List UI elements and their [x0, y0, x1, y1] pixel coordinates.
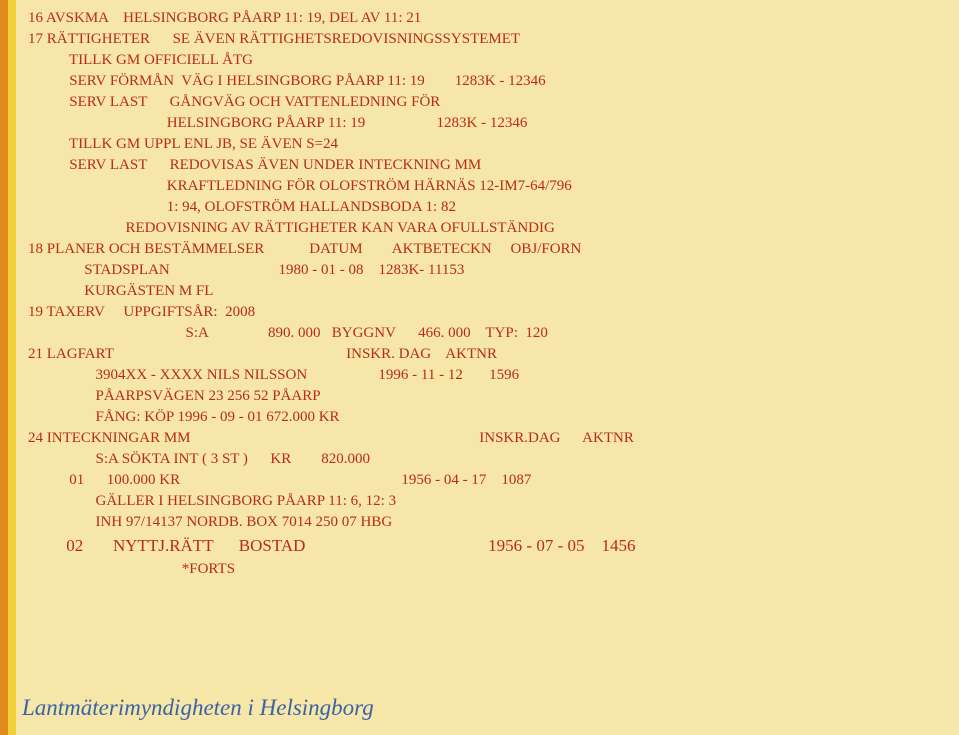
- line-24-inteckningar: 24 INTECKNINGAR MM INSKR.DAG AKTNR: [28, 428, 938, 449]
- line-sa-sokta: S:A SÖKTA INT ( 3 ST ) KR 820.000: [28, 449, 938, 470]
- document-body: 16 AVSKMA HELSINGBORG PÅARP 11: 19, DEL …: [28, 8, 938, 580]
- line-tillk-uppl: TILLK GM UPPL ENL JB, SE ÄVEN S=24: [28, 134, 938, 155]
- footer-agency: Lantmäterimyndigheten i Helsingborg: [22, 695, 374, 721]
- line-serv-last-gangvag: SERV LAST GÅNGVÄG OCH VATTENLEDNING FÖR: [28, 92, 938, 113]
- line-18-planer: 18 PLANER OCH BESTÄMMELSER DATUM AKTBETE…: [28, 239, 938, 260]
- stripe-yellow: [8, 0, 16, 735]
- line-stadsplan: STADSPLAN 1980 - 01 - 08 1283K- 11153: [28, 260, 938, 281]
- line-kurgasten: KURGÄSTEN M FL: [28, 281, 938, 302]
- line-21-lagfart: 21 LAGFART INSKR. DAG AKTNR: [28, 344, 938, 365]
- line-galler: GÄLLER I HELSINGBORG PÅARP 11: 6, 12: 3: [28, 491, 938, 512]
- line-helsingborg-paarp: HELSINGBORG PÅARP 11: 19 1283K - 12346: [28, 113, 938, 134]
- line-sa-byggnv: S:A 890. 000 BYGGNV 466. 000 TYP: 120: [28, 323, 938, 344]
- line-redovisning: REDOVISNING AV RÄTTIGHETER KAN VARA OFUL…: [28, 218, 938, 239]
- line-serv-forman: SERV FÖRMÅN VÄG I HELSINGBORG PÅARP 11: …: [28, 71, 938, 92]
- line-17-rattigheter: 17 RÄTTIGHETER SE ÄVEN RÄTTIGHETSREDOVIS…: [28, 29, 938, 50]
- line-kraftledning: KRAFTLEDNING FÖR OLOFSTRÖM HÄRNÄS 12-IM7…: [28, 176, 938, 197]
- line-forts: *FORTS: [28, 559, 938, 580]
- line-olofstrom: 1: 94, OLOFSTRÖM HALLANDSBODA 1: 82: [28, 197, 938, 218]
- line-01-100000: 01 100.000 KR 1956 - 04 - 17 1087: [28, 470, 938, 491]
- line-02-nyttj: 02 NYTTJ.RÄTT BOSTAD 1956 - 07 - 05 1456: [28, 533, 938, 559]
- line-paarpsvagen: PÅARPSVÄGEN 23 256 52 PÅARP: [28, 386, 938, 407]
- line-serv-last-redovisas: SERV LAST REDOVISAS ÄVEN UNDER INTECKNIN…: [28, 155, 938, 176]
- line-fang-kop: FÅNG: KÖP 1996 - 09 - 01 672.000 KR: [28, 407, 938, 428]
- line-nils-nilsson: 3904XX - XXXX NILS NILSSON 1996 - 11 - 1…: [28, 365, 938, 386]
- line-19-taxerv: 19 TAXERV UPPGIFTSÅR: 2008: [28, 302, 938, 323]
- line-16-avskma: 16 AVSKMA HELSINGBORG PÅARP 11: 19, DEL …: [28, 8, 938, 29]
- stripe-orange: [0, 0, 8, 735]
- line-inh: INH 97/14137 NORDB. BOX 7014 250 07 HBG: [28, 512, 938, 533]
- line-tillk-officiell: TILLK GM OFFICIELL ÅTG: [28, 50, 938, 71]
